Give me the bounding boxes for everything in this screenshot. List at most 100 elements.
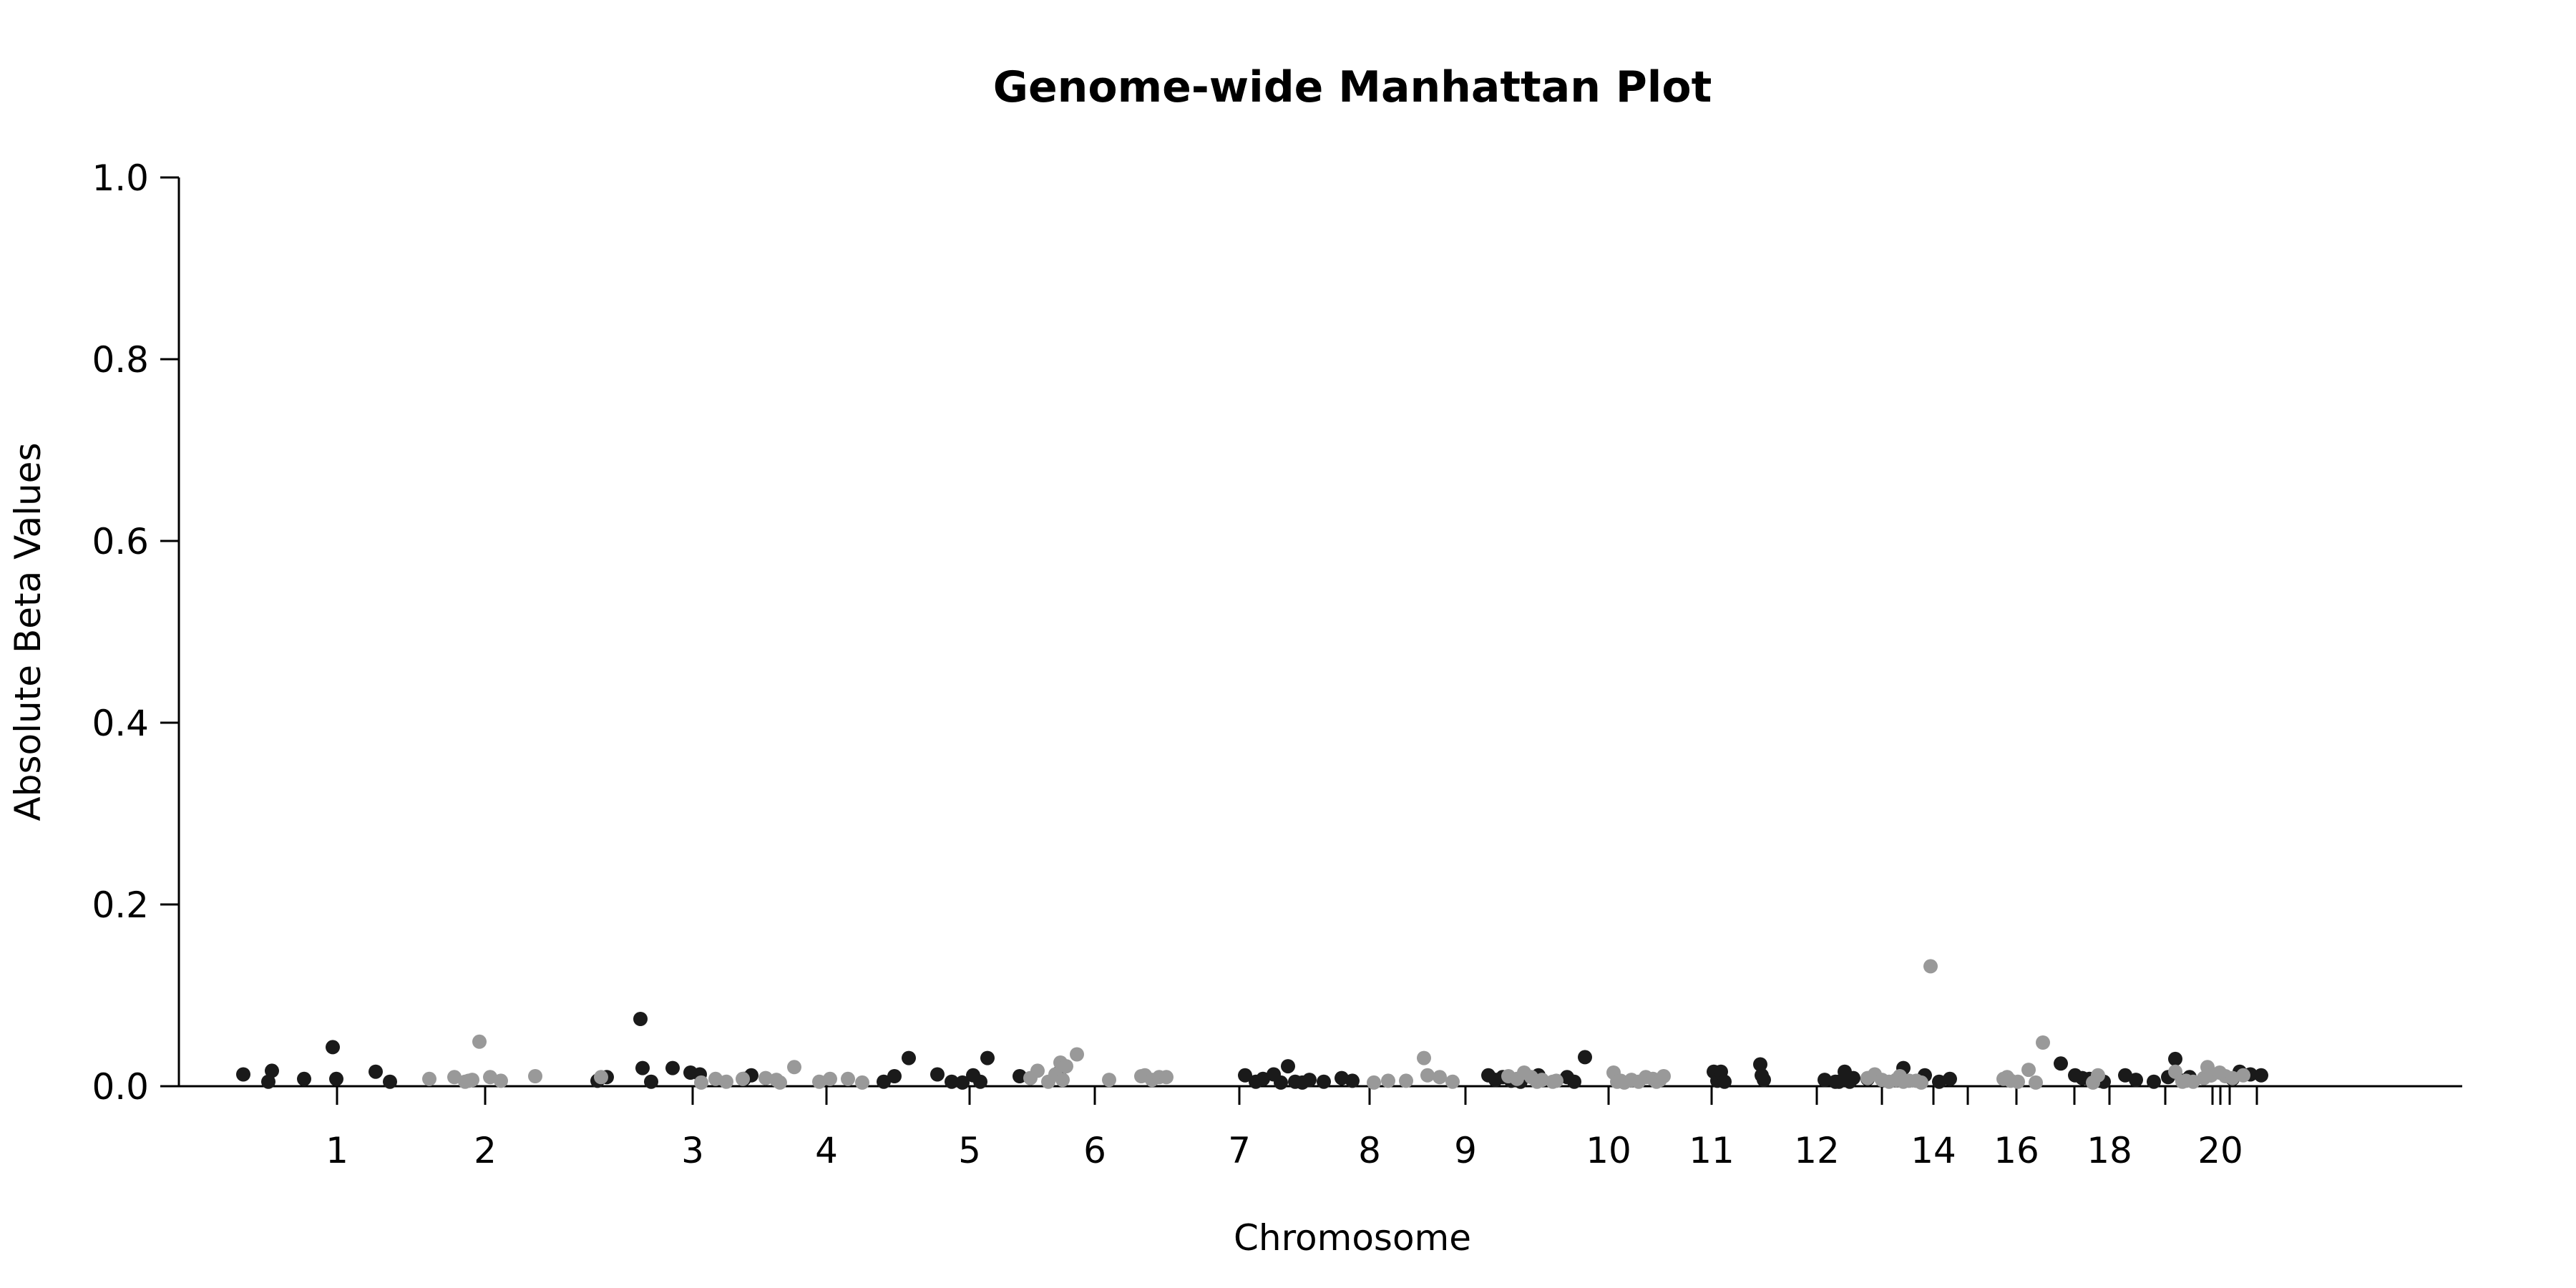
x-tick-label: 1 [326,1130,348,1171]
data-point [902,1050,916,1065]
data-point [1943,1071,1957,1086]
x-tick-label: 16 [1994,1130,2039,1171]
data-point [1717,1074,1732,1089]
data-point [1757,1073,1771,1088]
data-point [447,1070,462,1085]
data-point [1657,1069,1671,1083]
x-tick-label: 11 [1689,1130,1735,1171]
data-point [2147,1074,2161,1089]
x-tick-label: 6 [1083,1130,1106,1171]
y-tick-label: 0.8 [92,339,149,381]
x-tick-label: 4 [815,1130,838,1171]
data-point [483,1070,497,1085]
y-tick-label: 0.4 [92,703,149,744]
data-point [1818,1073,1832,1088]
x-tick-label: 20 [2197,1130,2243,1171]
data-point [465,1073,479,1088]
y-tick-label: 0.0 [92,1066,149,1108]
data-point [1013,1069,1027,1083]
data-point [1070,1047,1084,1062]
data-point [2091,1068,2105,1083]
data-point [955,1075,970,1090]
data-point [1433,1070,1447,1085]
data-point [329,1071,343,1086]
data-point [1417,1050,1431,1065]
data-point [1399,1073,1413,1088]
data-point [1030,1063,1045,1078]
data-point [2168,1051,2182,1066]
data-point [1281,1059,1295,1074]
data-point [1238,1068,1252,1083]
data-point [472,1034,487,1049]
data-point [665,1060,680,1075]
data-point [644,1074,658,1089]
data-point [1367,1075,1381,1090]
x-tick-label: 9 [1454,1130,1477,1171]
data-point [1420,1068,1435,1083]
y-tick-label: 1.0 [92,157,149,199]
data-point [326,1040,340,1055]
data-point [708,1071,723,1086]
data-point [265,1063,279,1078]
x-axis-ticks: 1 2 3 4 5 6 7 8 9 10 11 12 14 16 18 20 [326,1086,2258,1171]
data-point [1055,1073,1070,1088]
data-point [1567,1074,1581,1089]
data-point [369,1064,383,1079]
data-point [261,1074,275,1089]
data-point [1274,1075,1288,1090]
x-tick-label: 7 [1228,1130,1251,1171]
data-point [1535,1073,1549,1088]
data-point [930,1067,945,1082]
data-point [2054,1056,2068,1071]
data-point [773,1075,787,1090]
data-point [1914,1075,1928,1090]
data-point [980,1050,995,1065]
data-point [2036,1035,2050,1050]
data-point [694,1075,708,1090]
data-point [633,1012,648,1026]
data-point [1256,1071,1270,1086]
data-point [719,1074,733,1089]
data-point [297,1071,311,1086]
data-point [1159,1070,1174,1085]
x-tick-label: 10 [1586,1130,1631,1171]
data-point [2186,1074,2200,1089]
x-axis-label: Chromosome [1234,1217,1471,1259]
data-point [736,1071,750,1086]
data-point [494,1073,508,1088]
x-tick-label: 8 [1358,1130,1381,1171]
data-point [1549,1073,1563,1088]
x-tick-label: 3 [681,1130,704,1171]
data-point [2011,1074,2025,1089]
data-point [855,1075,869,1090]
data-point [1345,1073,1360,1088]
data-point [2029,1075,2043,1090]
data-point [841,1071,855,1086]
data-point [236,1067,250,1082]
data-point [758,1070,773,1085]
x-tick-label: 18 [2087,1130,2132,1171]
data-point [1317,1074,1331,1089]
data-point [1059,1059,1073,1074]
data-point [887,1069,902,1083]
data-point [1335,1070,1349,1085]
data-point [594,1070,608,1085]
data-point [635,1060,650,1075]
data-point [528,1069,542,1083]
y-tick-label: 0.2 [92,884,149,926]
data-points [236,959,2268,1090]
data-point [2254,1068,2268,1083]
data-point [1381,1073,1395,1088]
data-point [1753,1057,1767,1072]
data-point [2118,1068,2132,1083]
y-axis-ticks: 0.0 0.2 0.4 0.6 0.8 1.0 [92,157,179,1108]
data-point [877,1074,891,1089]
data-point [422,1071,436,1086]
x-tick-label: 2 [474,1130,497,1171]
chart-title: Genome-wide Manhattan Plot [993,62,1712,112]
y-axis-label: Absolute Beta Values [7,443,49,821]
data-point [787,1060,801,1075]
data-point [973,1074,987,1089]
data-point [1923,959,1938,974]
x-tick-label: 12 [1794,1130,1840,1171]
